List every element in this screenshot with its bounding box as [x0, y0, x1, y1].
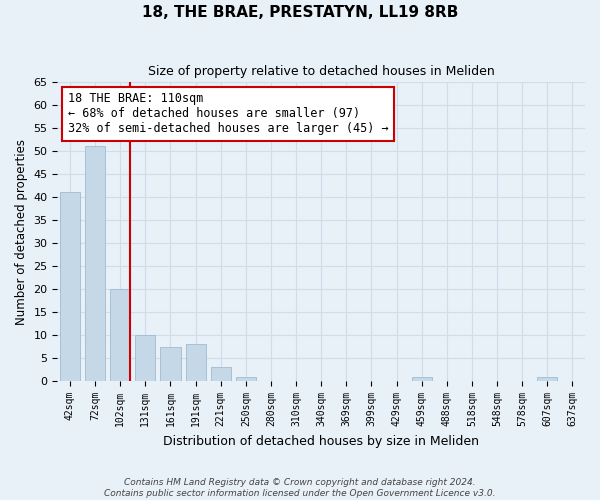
Bar: [160, 346, 181, 381]
Bar: [85, 146, 105, 381]
Bar: [60, 192, 80, 381]
X-axis label: Distribution of detached houses by size in Meliden: Distribution of detached houses by size …: [163, 434, 479, 448]
Bar: [236, 376, 256, 381]
Bar: [211, 368, 231, 381]
Text: Contains HM Land Registry data © Crown copyright and database right 2024.
Contai: Contains HM Land Registry data © Crown c…: [104, 478, 496, 498]
Text: 18, THE BRAE, PRESTATYN, LL19 8RB: 18, THE BRAE, PRESTATYN, LL19 8RB: [142, 5, 458, 20]
Y-axis label: Number of detached properties: Number of detached properties: [15, 138, 28, 324]
Title: Size of property relative to detached houses in Meliden: Size of property relative to detached ho…: [148, 65, 494, 78]
Bar: [537, 376, 557, 381]
Bar: [110, 289, 130, 381]
Bar: [135, 335, 155, 381]
Text: 18 THE BRAE: 110sqm
← 68% of detached houses are smaller (97)
32% of semi-detach: 18 THE BRAE: 110sqm ← 68% of detached ho…: [68, 92, 389, 136]
Bar: [412, 376, 432, 381]
Bar: [185, 344, 206, 381]
